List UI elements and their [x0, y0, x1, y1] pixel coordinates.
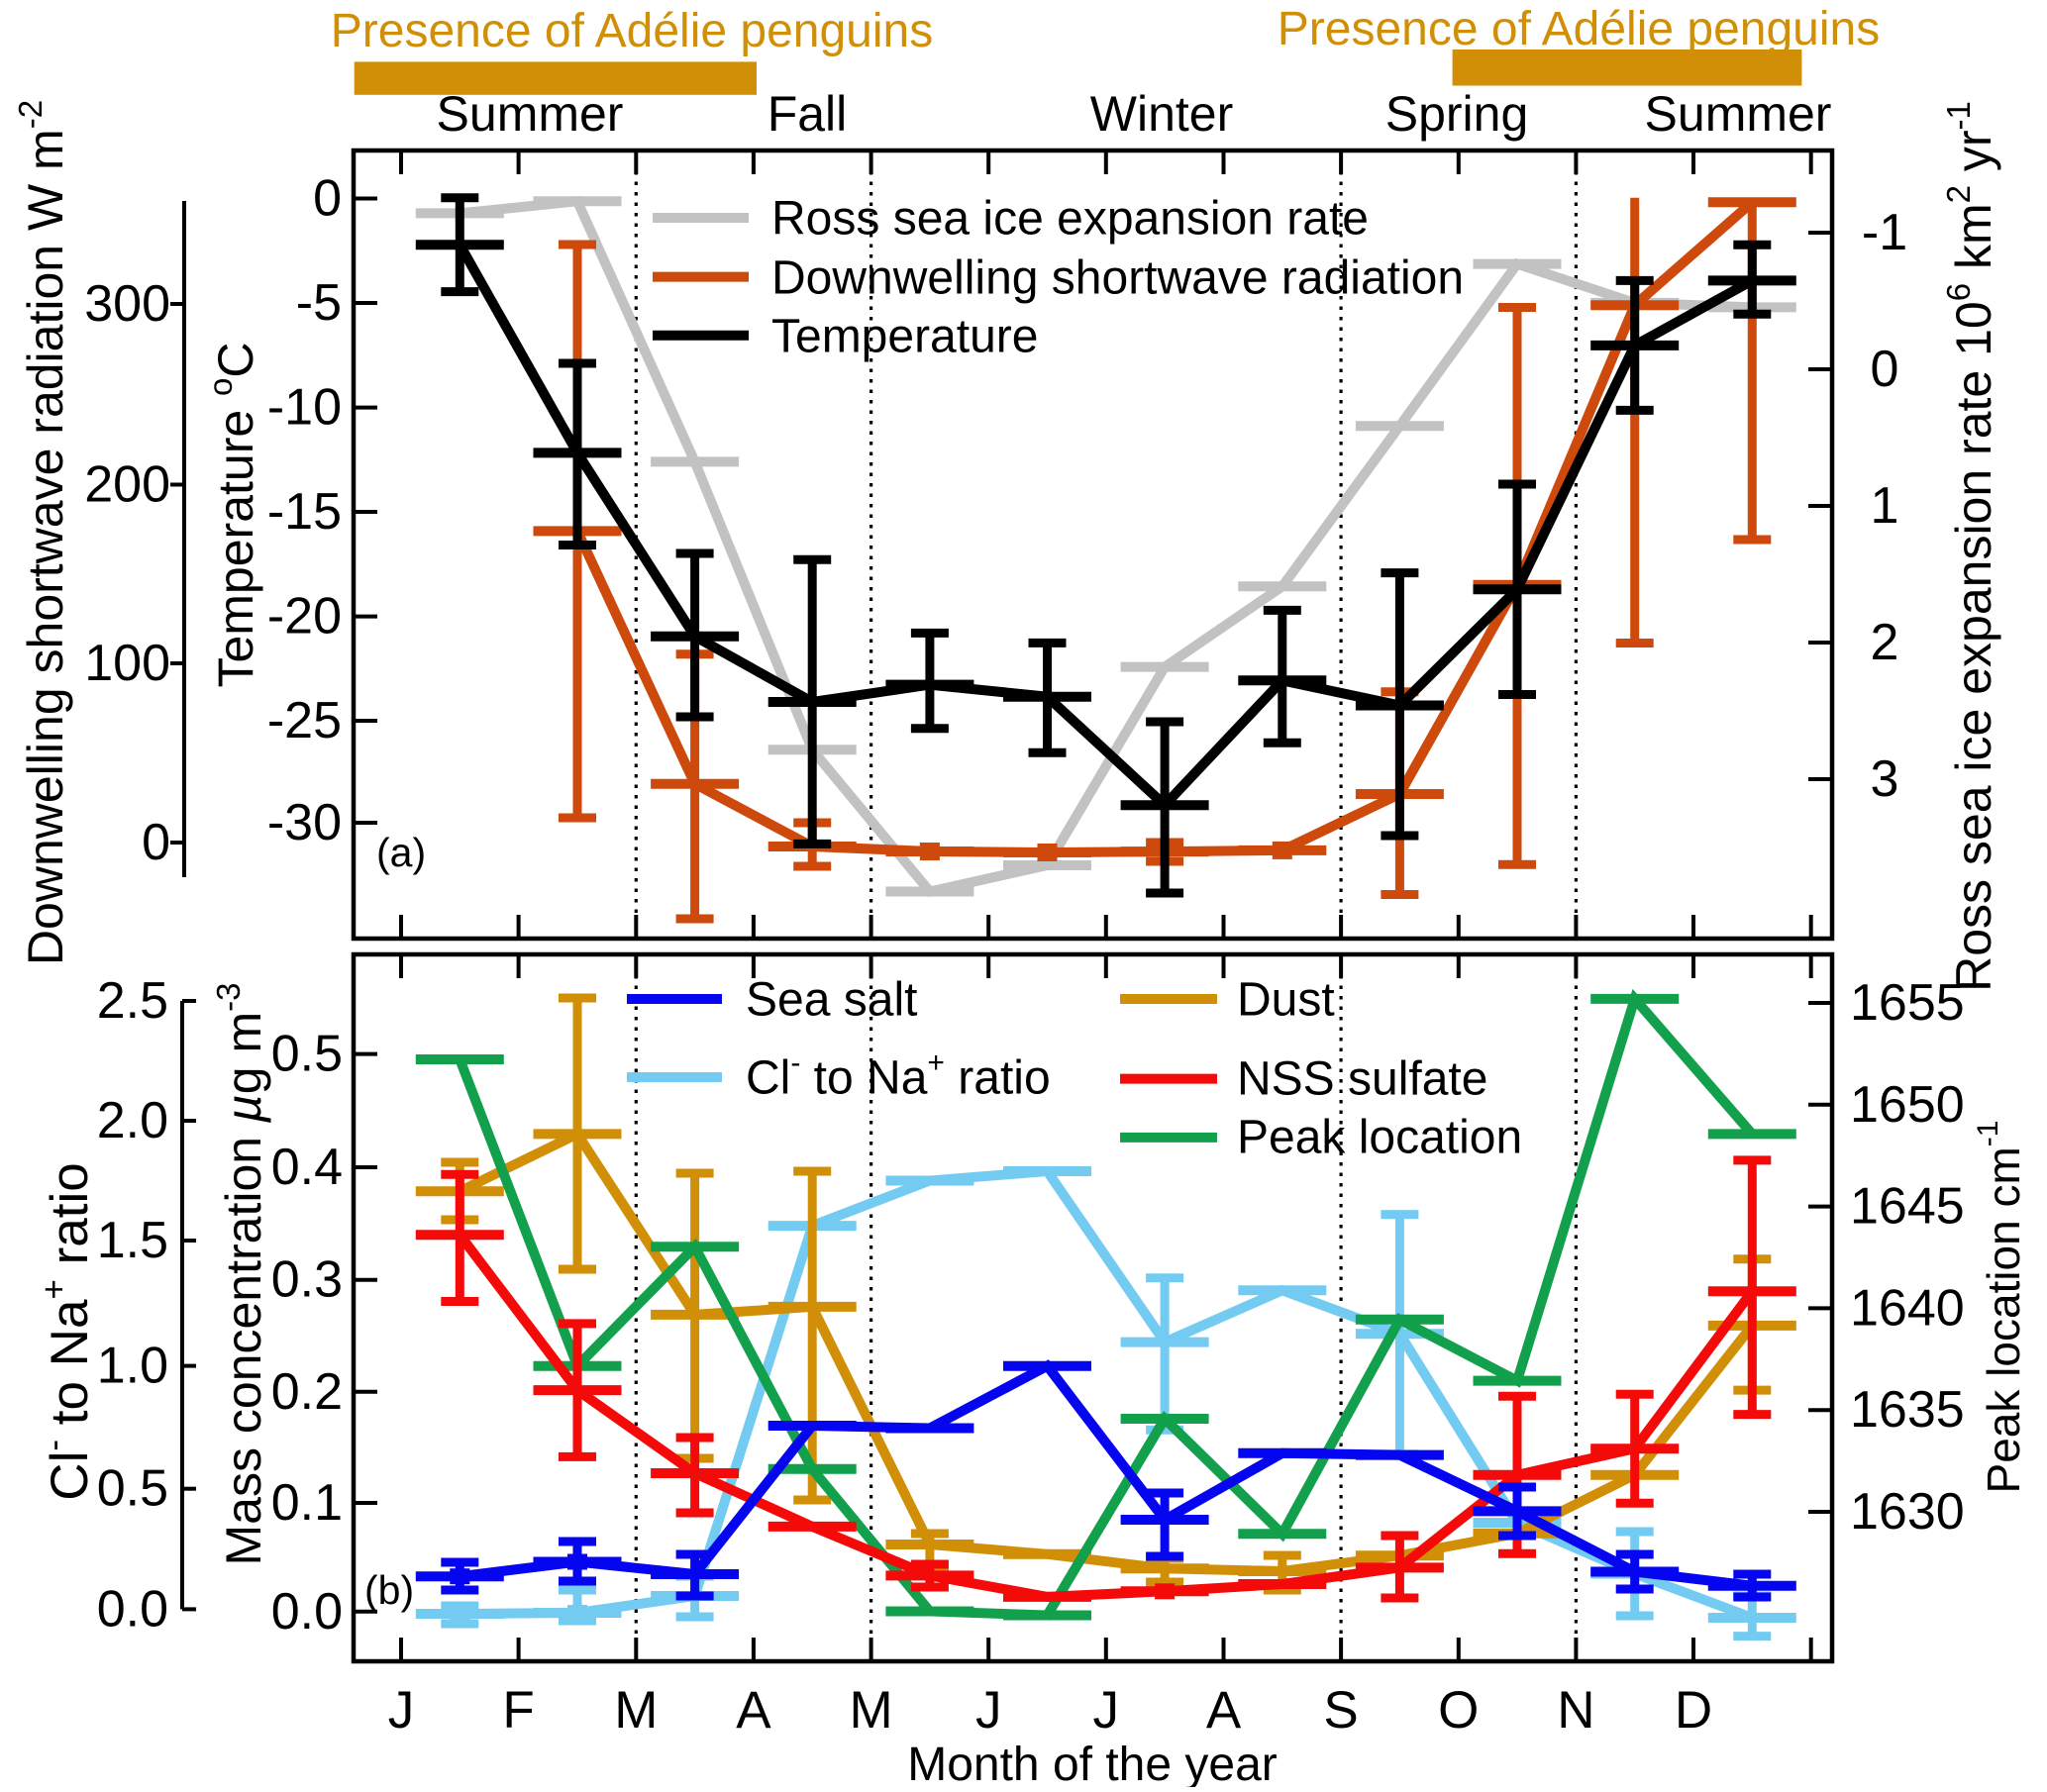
svg-text:Summer: Summer [437, 86, 624, 142]
svg-text:-15: -15 [267, 483, 342, 541]
svg-text:200: 200 [84, 456, 170, 514]
svg-text:0.4: 0.4 [271, 1139, 343, 1196]
svg-text:0.0: 0.0 [271, 1583, 343, 1641]
svg-text:J: J [975, 1681, 1002, 1740]
svg-text:J: J [1093, 1681, 1120, 1740]
svg-text:0: 0 [142, 814, 170, 871]
svg-text:Peak location: Peak location [1237, 1112, 1522, 1164]
svg-text:Month of the year: Month of the year [907, 1739, 1278, 1787]
svg-text:Ross sea ice expansion rate: Ross sea ice expansion rate [771, 193, 1369, 246]
svg-text:Ross sea ice expansion rate 1: Ross sea ice expansion rate 106​ km2​ yr… [1940, 101, 2002, 992]
svg-text:M: M [614, 1681, 658, 1740]
svg-text:1640: 1640 [1850, 1279, 1965, 1337]
svg-text:0.3: 0.3 [271, 1251, 343, 1309]
svg-text:D: D [1675, 1681, 1712, 1740]
svg-text:NSS sulfate: NSS sulfate [1237, 1053, 1487, 1106]
svg-text:Cl-​ to Na+​ ratio: Cl-​ to Na+​ ratio [35, 1162, 99, 1500]
svg-text:0.5: 0.5 [97, 1460, 168, 1518]
svg-text:Presence of Adélie penguins: Presence of Adélie penguins [331, 5, 933, 57]
svg-text:2.0: 2.0 [97, 1092, 168, 1149]
svg-text:1: 1 [1871, 477, 1899, 535]
svg-text:-10: -10 [267, 379, 342, 437]
svg-text:Downwelling shortwave radiatio: Downwelling shortwave radiation [771, 252, 1464, 305]
svg-text:A: A [1206, 1681, 1242, 1740]
svg-text:300: 300 [84, 275, 170, 333]
svg-text:Winter: Winter [1090, 86, 1233, 142]
svg-text:2: 2 [1871, 614, 1899, 671]
svg-text:S: S [1323, 1681, 1358, 1740]
svg-text:1630: 1630 [1850, 1483, 1965, 1541]
svg-text:Mass concentration µg m-3​: Mass concentration µg m-3​ [210, 983, 272, 1566]
svg-text:Temperature: Temperature [771, 311, 1038, 363]
svg-text:100: 100 [84, 635, 170, 692]
svg-text:A: A [736, 1681, 771, 1740]
svg-text:N: N [1557, 1681, 1594, 1740]
svg-text:M: M [850, 1681, 893, 1740]
svg-text:Downwelling shortwave radiatio: Downwelling shortwave radiation W m-2​ [12, 100, 74, 965]
svg-text:Dust: Dust [1237, 974, 1335, 1027]
svg-text:1650: 1650 [1850, 1076, 1965, 1134]
svg-text:O: O [1438, 1681, 1479, 1740]
svg-text:-20: -20 [267, 588, 342, 646]
svg-text:(a): (a) [376, 830, 426, 875]
svg-text:2.5: 2.5 [97, 972, 168, 1030]
svg-text:1655: 1655 [1850, 974, 1965, 1032]
svg-text:0.2: 0.2 [271, 1363, 343, 1421]
svg-text:Summer: Summer [1645, 86, 1832, 142]
svg-text:0.0: 0.0 [97, 1580, 168, 1638]
svg-text:0.1: 0.1 [271, 1474, 343, 1532]
svg-text:-25: -25 [267, 692, 342, 749]
svg-text:0: 0 [1871, 341, 1899, 398]
svg-text:Sea salt: Sea salt [746, 974, 917, 1027]
svg-text:F: F [502, 1681, 534, 1740]
svg-text:1635: 1635 [1850, 1381, 1965, 1439]
svg-text:0.5: 0.5 [271, 1026, 343, 1083]
svg-text:Temperature o​C: Temperature o​C [202, 342, 264, 687]
svg-text:J: J [388, 1681, 415, 1740]
svg-text:1.5: 1.5 [97, 1212, 168, 1269]
svg-text:Presence of Adélie penguins: Presence of Adélie penguins [1278, 3, 1880, 55]
svg-text:1645: 1645 [1850, 1178, 1965, 1236]
svg-text:1.0: 1.0 [97, 1338, 168, 1395]
svg-text:Spring: Spring [1385, 86, 1529, 142]
svg-text:0: 0 [313, 170, 342, 228]
svg-text:3: 3 [1871, 750, 1899, 808]
svg-text:-5: -5 [296, 274, 342, 332]
svg-text:-1: -1 [1862, 204, 1907, 261]
svg-text:(b): (b) [364, 1567, 414, 1613]
svg-text:-30: -30 [267, 794, 342, 851]
svg-text:Peak location cm-1​: Peak location cm-1​ [1972, 1121, 2030, 1494]
svg-text:Fall: Fall [768, 86, 848, 142]
